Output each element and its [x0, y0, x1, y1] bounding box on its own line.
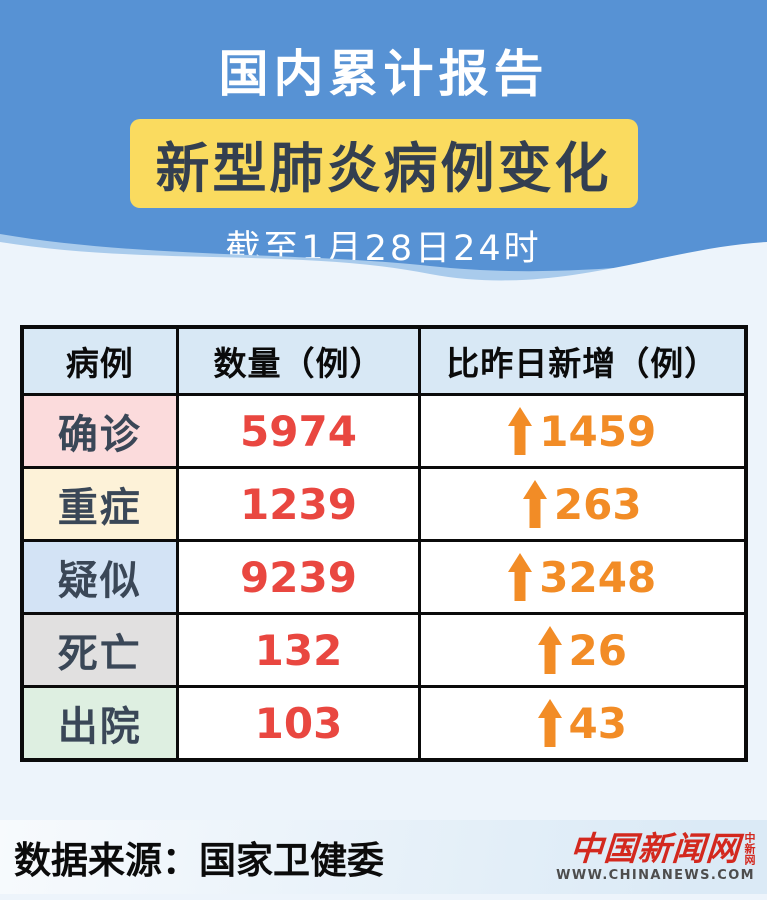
case-type-cell: 死亡 [20, 612, 179, 688]
change-cell: 3248 [418, 539, 747, 615]
count-cell: 5974 [176, 393, 421, 469]
chinanews-logo-text: 中国新闻网 [569, 828, 742, 868]
column-header-count: 数量（例） [176, 325, 421, 396]
case-stats-table: 病例 数量（例） 比昨日新增（例） 确诊 5974 1459 重症 1239 2… [19, 325, 748, 762]
column-header-change: 比昨日新增（例） [418, 325, 747, 396]
page-title: 国内累计报告 [218, 45, 549, 103]
footer-band: 数据来源：国家卫健委 中国新闻网 中新网 WWW.CHINANEWS.COM [0, 820, 767, 894]
chinanews-logo-side-text: 中新网 [743, 831, 756, 865]
table-header-row: 病例 数量（例） 比昨日新增（例） [20, 325, 747, 396]
change-value: 263 [553, 479, 642, 529]
change-cell: 263 [418, 466, 747, 542]
table-row: 重症 1239 263 [20, 466, 747, 542]
chinanews-logo: 中国新闻网 中新网 WWW.CHINANEWS.COM [556, 828, 756, 883]
up-arrow-icon [508, 553, 533, 601]
up-arrow-icon [522, 480, 547, 528]
case-type-cell: 疑似 [20, 539, 179, 615]
change-cell: 26 [418, 612, 747, 688]
case-type-cell: 出院 [20, 685, 179, 762]
highlight-title: 新型肺炎病例变化 [129, 119, 638, 208]
count-cell: 9239 [176, 539, 421, 615]
column-header-case: 病例 [20, 325, 179, 396]
case-type-cell: 确诊 [20, 393, 179, 469]
change-cell: 43 [418, 685, 747, 762]
data-source-text: 数据来源：国家卫健委 [14, 839, 384, 882]
table-row: 死亡 132 26 [20, 612, 747, 688]
chinanews-logo-url: WWW.CHINANEWS.COM [556, 867, 755, 883]
change-value: 26 [568, 625, 627, 675]
up-arrow-icon [537, 699, 562, 747]
count-cell: 132 [176, 612, 421, 688]
table-row: 疑似 9239 3248 [20, 539, 747, 615]
up-arrow-icon [508, 407, 533, 455]
count-cell: 103 [176, 685, 421, 762]
up-arrow-icon [537, 626, 562, 674]
case-type-cell: 重症 [20, 466, 179, 542]
change-value: 43 [568, 698, 627, 748]
change-value: 3248 [539, 552, 657, 602]
change-value: 1459 [539, 406, 657, 456]
hero-banner: 国内累计报告 新型肺炎病例变化 截至1月28日24时 [0, 0, 767, 300]
change-cell: 1459 [418, 393, 747, 469]
wave-divider [0, 234, 767, 300]
table-row: 出院 103 43 [20, 685, 747, 762]
table-row: 确诊 5974 1459 [20, 393, 747, 469]
count-cell: 1239 [176, 466, 421, 542]
